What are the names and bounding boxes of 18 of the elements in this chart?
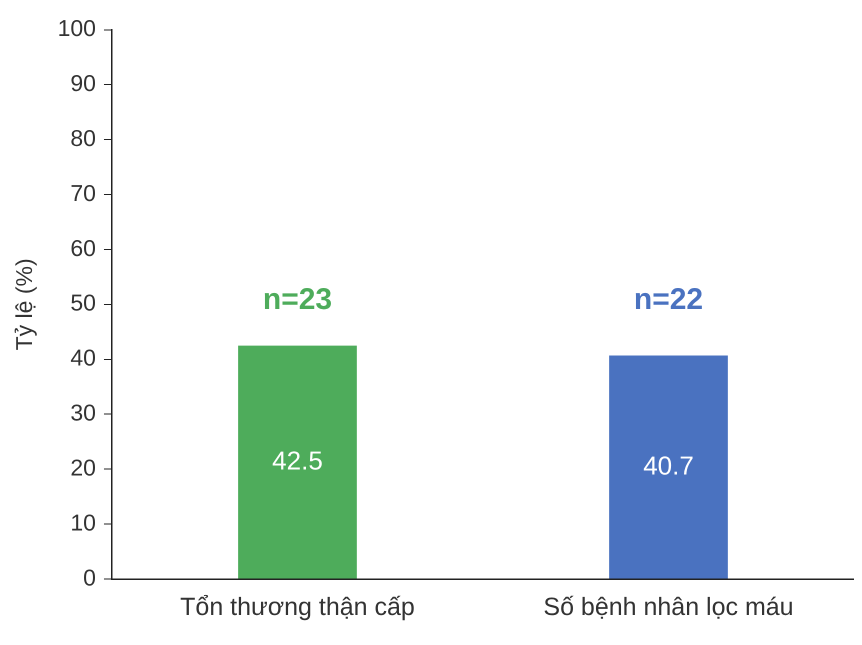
y-tick-label: 100: [58, 15, 96, 42]
x-tick-label: Tổn thương thận cấp: [180, 592, 415, 621]
y-axis-title: Tỷ lệ (%): [11, 258, 38, 350]
annotation: n=23: [262, 282, 332, 316]
y-tick-label: 30: [70, 400, 96, 426]
y-tick-label: 50: [70, 290, 96, 316]
y-tick-label: 70: [70, 180, 96, 206]
y-tick-label: 60: [70, 234, 96, 261]
y-tick-label: 10: [70, 509, 96, 536]
data-label: 40.7: [643, 450, 694, 480]
y-tick-label: 40: [70, 344, 96, 371]
y-tick-label: 90: [70, 70, 96, 96]
data-label: 42.5: [272, 445, 323, 476]
x-tick-label: Số bệnh nhân lọc máu: [543, 592, 794, 621]
y-tick-label: 80: [70, 124, 96, 151]
annotation: n=22: [634, 282, 704, 316]
y-tick-label: 0: [83, 564, 96, 590]
y-tick-label: 20: [70, 454, 96, 481]
